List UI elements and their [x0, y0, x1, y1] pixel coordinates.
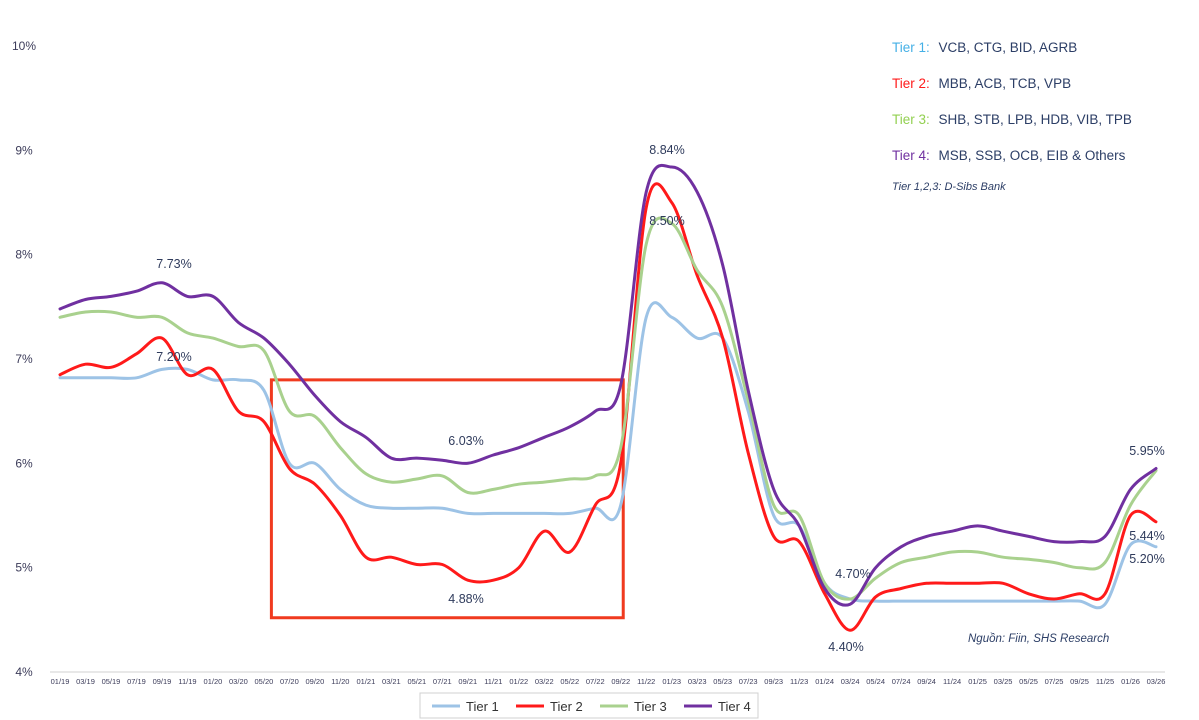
x-tick-label: 09/24 [917, 677, 936, 686]
x-tick-label: 05/21 [407, 677, 426, 686]
x-tick-label: 07/25 [1045, 677, 1064, 686]
x-tick-label: 05/23 [713, 677, 732, 686]
x-tick-label: 01/24 [815, 677, 834, 686]
tier-legend: Tier 1: VCB, CTG, BID, AGRB Tier 2: MBB,… [892, 40, 1132, 193]
y-tick-label: 4% [15, 665, 33, 679]
x-tick-label: 01/23 [662, 677, 681, 686]
x-tick-label: 03/26 [1147, 677, 1166, 686]
y-axis: 4% 5% 6% 7% 8% 9% 10% [12, 39, 36, 679]
label-tier4-peak-2019: 7.73% [156, 257, 191, 271]
series-legend: Tier 1 Tier 2 Tier 3 Tier 4 [419, 692, 759, 719]
annotation-layer: 7.73% 7.20% 6.03% 4.88% 8.84% 8.50% 4.70… [156, 143, 1164, 654]
series-legend-label: Tier 3 [634, 699, 667, 714]
source-note: Nguồn: Fiin, SHS Research [968, 633, 1109, 645]
x-tick-label: 03/23 [688, 677, 707, 686]
legend-tier4-banks: MSB, SSB, OCB, EIB & Others [939, 148, 1126, 163]
x-tick-label: 05/24 [866, 677, 885, 686]
legend-item-tier2: Tier 2: MBB, ACB, TCB, VPB [892, 76, 1071, 91]
label-tier2-2021: 4.88% [448, 592, 483, 606]
series-legend-label: Tier 4 [718, 699, 751, 714]
x-tick-label: 01/26 [1121, 677, 1140, 686]
x-tick-label: 07/19 [127, 677, 146, 686]
legend-tier4-label: Tier 4: [892, 148, 930, 163]
x-tick-label: 11/22 [637, 677, 655, 686]
x-tick-label: 07/24 [892, 677, 911, 686]
series-line-tier-4 [58, 163, 1158, 607]
x-tick-label: 09/22 [611, 677, 630, 686]
x-tick-label: 11/23 [790, 677, 808, 686]
x-tick-label: 05/20 [255, 677, 274, 686]
legend-tier1-banks: VCB, CTG, BID, AGRB [939, 40, 1078, 55]
x-axis: 01/19 03/19 05/19 07/19 09/19 11/19 01/20 03/20… [51, 677, 1166, 686]
label-tier4-2026: 5.95% [1129, 444, 1164, 458]
x-tick-label: 05/25 [1019, 677, 1038, 686]
label-tier4-2021: 6.03% [448, 434, 483, 448]
x-tick-label: 09/25 [1070, 677, 1089, 686]
series-layer [58, 163, 1158, 632]
series-line-tier-1 [58, 301, 1158, 610]
y-tick-label: 10% [12, 39, 36, 53]
legend-tier3-banks: SHB, STB, LPB, HDB, VIB, TPB [939, 112, 1132, 127]
highlight-box-layer [269, 378, 625, 620]
legend-item-tier3: Tier 3: SHB, STB, LPB, HDB, VIB, TPB [892, 112, 1132, 127]
x-tick-label: 01/19 [51, 677, 70, 686]
legend-tier2-label: Tier 2: [892, 76, 930, 91]
series-legend-label: Tier 1 [466, 699, 499, 714]
x-tick-label: 05/19 [102, 677, 121, 686]
label-tier2-2019: 7.20% [156, 350, 191, 364]
x-tick-label: 03/19 [76, 677, 95, 686]
x-tick-label: 07/22 [586, 677, 605, 686]
legend-tier3-label: Tier 3: [892, 112, 930, 127]
label-tier2-peak-2023: 8.50% [649, 214, 684, 228]
label-tier4-peak-2023: 8.84% [649, 143, 684, 157]
x-tick-label: 01/21 [356, 677, 375, 686]
x-tick-label: 07/21 [433, 677, 452, 686]
label-tier1-2026: 5.20% [1129, 552, 1164, 566]
y-tick-label: 5% [15, 561, 33, 575]
x-tick-label: 03/25 [994, 677, 1013, 686]
x-tick-label: 01/22 [509, 677, 528, 686]
y-tick-label: 6% [15, 456, 33, 470]
x-tick-label: 01/25 [968, 677, 987, 686]
x-tick-label: 03/21 [382, 677, 401, 686]
legend-item-tier4: Tier 4: MSB, SSB, OCB, EIB & Others [892, 148, 1126, 163]
x-tick-label: 09/20 [305, 677, 324, 686]
x-tick-label: 01/20 [204, 677, 223, 686]
x-tick-label: 11/19 [178, 677, 196, 686]
x-tick-label: 03/22 [535, 677, 554, 686]
x-tick-label: 11/20 [331, 677, 349, 686]
series-line-tier-2 [58, 182, 1158, 632]
x-tick-label: 07/20 [280, 677, 299, 686]
x-tick-label: 03/20 [229, 677, 248, 686]
legend-note: Tier 1,2,3: D-Sibs Bank [892, 181, 1006, 193]
series-legend-label: Tier 2 [550, 699, 583, 714]
label-tier1-2024: 4.70% [835, 567, 870, 581]
legend-item-tier1: Tier 1: VCB, CTG, BID, AGRB [892, 40, 1077, 55]
x-tick-label: 05/22 [560, 677, 579, 686]
x-tick-label: 09/23 [764, 677, 783, 686]
series-line-tier-3 [58, 216, 1158, 601]
y-tick-label: 9% [15, 143, 33, 157]
x-tick-label: 11/21 [484, 677, 502, 686]
x-tick-label: 09/21 [458, 677, 477, 686]
y-tick-label: 8% [15, 248, 33, 262]
x-tick-label: 07/23 [739, 677, 758, 686]
label-tier2-low-2024: 4.40% [828, 640, 863, 654]
legend-tier2-banks: MBB, ACB, TCB, VPB [939, 76, 1072, 91]
x-tick-label: 03/24 [841, 677, 860, 686]
highlight-box [269, 378, 625, 620]
x-tick-label: 11/25 [1096, 677, 1114, 686]
x-tick-label: 11/24 [943, 677, 961, 686]
label-tier2-2026: 5.44% [1129, 529, 1164, 543]
legend-tier1-label: Tier 1: [892, 40, 930, 55]
y-tick-label: 7% [15, 352, 33, 366]
x-tick-label: 09/19 [153, 677, 172, 686]
